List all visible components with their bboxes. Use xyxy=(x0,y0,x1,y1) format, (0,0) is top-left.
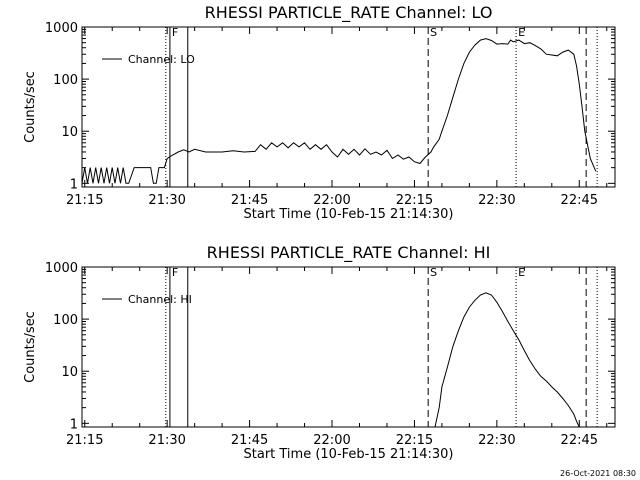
hi-channel-chart: RHESSI PARTICLE_RATE Channel: HI 21:15 21:… xyxy=(23,243,616,462)
x-tick-label: 21:30 xyxy=(148,193,185,208)
rate-series-line xyxy=(434,292,580,428)
rate-series-line xyxy=(81,38,597,184)
x-tick-label: 22:00 xyxy=(313,193,350,208)
lo-channel-chart: RHESSI PARTICLE_RATE Channel: LO 21:15 21:… xyxy=(23,3,616,222)
x-axis-label: Start Time (10-Feb-15 21:14:30) xyxy=(244,207,454,222)
plot-frame xyxy=(81,266,616,428)
x-tick-label: 21:30 xyxy=(148,433,185,448)
plot-frame xyxy=(81,26,616,188)
y-tick-label: 1000 xyxy=(45,21,78,36)
chart-title: RHESSI PARTICLE_RATE Channel: LO xyxy=(205,3,493,23)
y-tick-label: 1 xyxy=(70,177,78,192)
event-marker-label: E xyxy=(518,26,525,39)
event-marker-label: F xyxy=(172,266,178,279)
x-tick-label: 21:15 xyxy=(66,193,103,208)
event-marker-label: S xyxy=(430,26,437,39)
x-tick-label: 21:15 xyxy=(66,433,103,448)
y-tick-label: 100 xyxy=(53,73,78,88)
chart-title: RHESSI PARTICLE_RATE Channel: HI xyxy=(207,243,491,263)
x-tick-label: 21:45 xyxy=(231,193,268,208)
x-tick-label: 22:30 xyxy=(478,433,515,448)
x-tick-label: 22:45 xyxy=(561,433,598,448)
y-tick-label: 100 xyxy=(53,313,78,328)
y-tick-label: 10 xyxy=(61,365,78,380)
event-marker-label: S xyxy=(430,266,437,279)
y-tick-label: 1000 xyxy=(45,261,78,276)
x-tick-label: 21:45 xyxy=(231,433,268,448)
event-marker-label: E xyxy=(518,266,525,279)
y-axis-label: Counts/sec xyxy=(23,71,38,143)
x-tick-label: 22:45 xyxy=(561,193,598,208)
legend-entry: Channel: LO xyxy=(128,53,195,66)
legend-entry: Channel: HI xyxy=(128,293,192,306)
y-tick-label: 1 xyxy=(70,417,78,432)
x-axis-label: Start Time (10-Feb-15 21:14:30) xyxy=(244,447,454,462)
x-tick-label: 22:15 xyxy=(396,433,433,448)
event-marker-label: F xyxy=(172,26,178,39)
x-tick-label: 22:30 xyxy=(478,193,515,208)
x-tick-label: 22:00 xyxy=(313,433,350,448)
x-tick-label: 22:15 xyxy=(396,193,433,208)
y-axis-label: Counts/sec xyxy=(23,311,38,383)
y-tick-label: 10 xyxy=(61,125,78,140)
generation-timestamp: 26-Oct-2021 08:30 xyxy=(560,469,636,478)
